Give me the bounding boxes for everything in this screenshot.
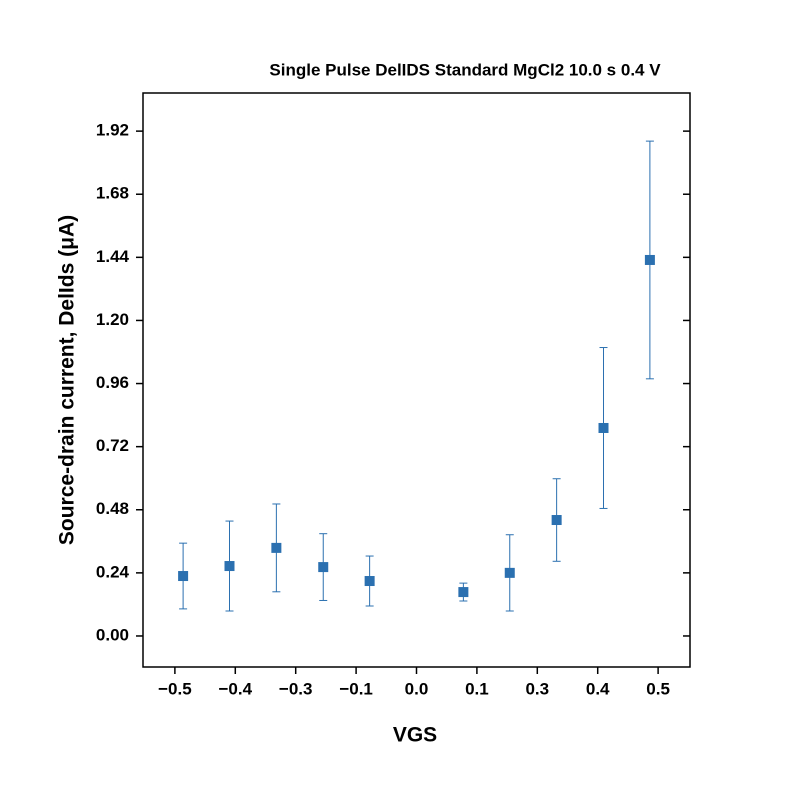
point <box>504 567 515 578</box>
chart-title: Single Pulse DelIDS Standard MgCl2 10.0 … <box>269 60 661 79</box>
x-axis-label: VGS <box>393 724 437 747</box>
y-tick-label: 0.96 <box>96 373 129 392</box>
x-tick-label: 0.1 <box>465 679 489 698</box>
point <box>458 587 469 598</box>
point <box>364 576 375 587</box>
x-tick-label: −0.1 <box>339 679 373 698</box>
y-tick-label: 1.44 <box>96 247 130 266</box>
x-tick-label: −0.4 <box>219 679 253 698</box>
point <box>551 515 562 526</box>
point <box>224 561 235 572</box>
point <box>271 542 282 553</box>
point <box>598 422 609 433</box>
y-tick-label: 1.20 <box>96 310 129 329</box>
x-tick-label: 0.0 <box>405 679 429 698</box>
y-axis-label: Source-drain current, DelIds (μA) <box>56 215 79 545</box>
y-tick-label: 0.72 <box>96 436 129 455</box>
y-tick-label: 0.48 <box>96 499 129 518</box>
x-tick-label: 0.4 <box>586 679 610 698</box>
y-tick-label: 1.68 <box>96 184 129 203</box>
point <box>318 562 329 573</box>
x-tick-label: −0.3 <box>279 679 313 698</box>
y-tick-label: 1.92 <box>96 121 129 140</box>
point <box>644 254 655 265</box>
x-tick-label: −0.5 <box>158 679 192 698</box>
point <box>178 571 189 582</box>
y-tick-label: 0.24 <box>96 562 130 581</box>
plot-frame <box>142 92 691 668</box>
x-tick-label: 0.3 <box>525 679 549 698</box>
x-tick-label: 0.5 <box>646 679 670 698</box>
y-tick-label: 0.00 <box>96 625 129 644</box>
